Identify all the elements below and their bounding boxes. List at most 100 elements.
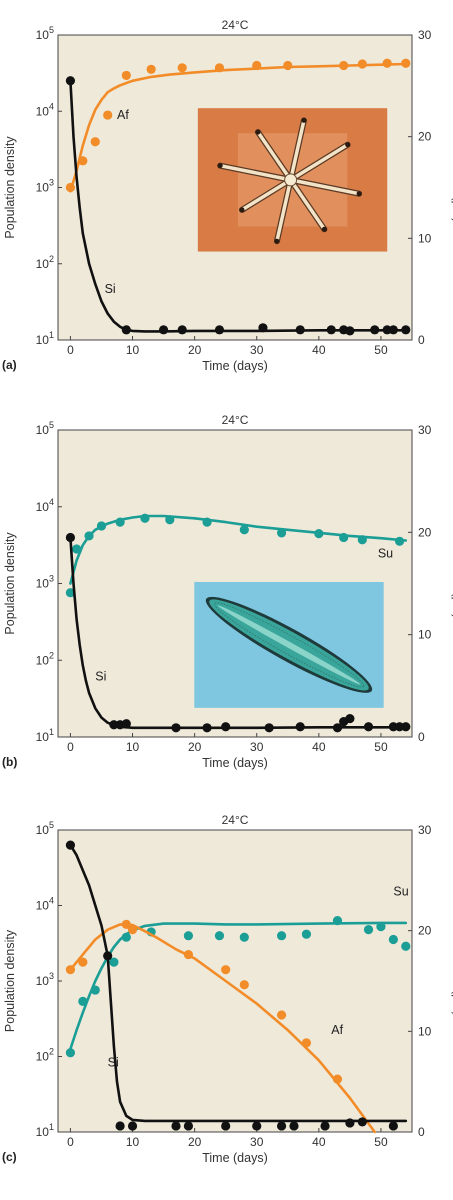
data-point <box>289 1121 299 1131</box>
data-point <box>65 182 76 193</box>
data-point <box>214 325 225 335</box>
data-point <box>90 137 100 147</box>
series-label: Su <box>378 546 393 560</box>
data-point <box>103 951 113 961</box>
data-point <box>84 531 94 541</box>
series-label: Si <box>108 1056 119 1070</box>
data-point <box>72 544 82 554</box>
data-point <box>357 535 367 545</box>
diatom-arm <box>240 178 293 212</box>
y2-tick-label: 30 <box>418 28 432 42</box>
x-tick-label: 50 <box>374 343 388 357</box>
y2-tick-label: 10 <box>418 1024 432 1038</box>
series-label: Si <box>95 670 106 684</box>
data-point <box>177 63 187 73</box>
y-tick-label: 101 <box>36 1122 54 1139</box>
y-tick-label: 105 <box>36 25 54 42</box>
x-tick-label: 10 <box>126 1135 140 1149</box>
data-point <box>239 932 249 942</box>
data-point <box>276 1121 287 1131</box>
x-tick-label: 0 <box>67 1135 74 1149</box>
data-point <box>264 723 274 733</box>
data-point <box>90 985 100 995</box>
data-point <box>78 957 88 967</box>
chart-title: 24°C <box>222 413 249 427</box>
x-tick-label: 30 <box>250 1135 264 1149</box>
data-point <box>183 949 194 960</box>
series-af: Af <box>65 58 411 193</box>
y2-tick-label: 0 <box>418 730 425 744</box>
y-axis-title: Population density <box>3 136 17 239</box>
series-label: Af <box>331 1023 343 1037</box>
series-label: Si <box>105 282 116 296</box>
data-point <box>140 513 150 523</box>
data-point <box>214 931 225 941</box>
data-point <box>239 525 249 535</box>
data-point <box>183 931 194 941</box>
data-point <box>401 941 411 951</box>
y2-axis-title: Silicate (µM) <box>451 549 453 619</box>
y-tick-label: 103 <box>36 178 54 195</box>
diatom-arm-tip <box>321 226 327 232</box>
data-point <box>121 70 131 81</box>
data-point <box>252 60 262 71</box>
data-point <box>314 529 324 539</box>
diatom-arm-tip <box>356 191 362 197</box>
diatom-arm <box>218 163 293 182</box>
data-point <box>65 840 76 850</box>
data-point <box>65 532 76 543</box>
diatom-center <box>284 173 298 187</box>
diatom-arm <box>288 142 350 182</box>
diatom-arm <box>288 118 306 182</box>
data-point <box>345 326 355 336</box>
y2-tick-label: 20 <box>418 130 432 144</box>
x-axis-title: Time (days) <box>202 1151 268 1165</box>
data-point <box>252 1121 262 1131</box>
data-point <box>96 521 107 531</box>
data-point <box>239 980 249 990</box>
y-tick-label: 105 <box>36 820 54 837</box>
data-point <box>127 925 138 935</box>
data-point <box>401 722 411 732</box>
data-point <box>357 59 367 69</box>
chart-title: 24°C <box>222 18 249 32</box>
y2-tick-label: 20 <box>418 525 432 539</box>
y2-tick-label: 30 <box>418 423 432 437</box>
y-tick-label: 104 <box>36 896 54 913</box>
data-point <box>388 934 398 945</box>
data-point <box>345 1118 355 1128</box>
data-point <box>382 58 392 68</box>
series-si: Si <box>65 532 411 733</box>
diatom-arm-tip <box>301 117 307 123</box>
data-point <box>363 925 374 935</box>
data-point <box>65 1048 76 1058</box>
y-axis-title: Population density <box>3 929 17 1032</box>
data-point <box>401 58 411 68</box>
diatom-arm-tip <box>217 163 223 169</box>
series-label: Af <box>117 108 129 122</box>
data-point <box>158 325 169 335</box>
y2-axis-title: Silicate (µM) <box>451 153 453 223</box>
data-point <box>332 1074 343 1084</box>
x-tick-label: 0 <box>67 740 74 754</box>
data-point <box>345 713 355 724</box>
data-point <box>339 60 349 71</box>
x-tick-label: 20 <box>188 343 202 357</box>
data-point <box>276 1010 287 1020</box>
series-line <box>69 79 408 333</box>
series-si: Si <box>65 840 408 1131</box>
series-si: Si <box>65 76 411 336</box>
data-point <box>221 1121 231 1131</box>
data-point <box>127 1121 138 1131</box>
x-tick-label: 40 <box>312 740 326 754</box>
y-tick-label: 103 <box>36 971 54 988</box>
data-point <box>295 722 305 732</box>
data-point <box>221 722 231 732</box>
data-point <box>109 957 119 967</box>
data-point <box>202 723 212 733</box>
x-tick-label: 10 <box>126 343 140 357</box>
chart-title: 24°C <box>222 813 249 827</box>
data-point <box>202 517 212 527</box>
diatom-arm <box>288 178 327 232</box>
data-point <box>121 919 131 929</box>
